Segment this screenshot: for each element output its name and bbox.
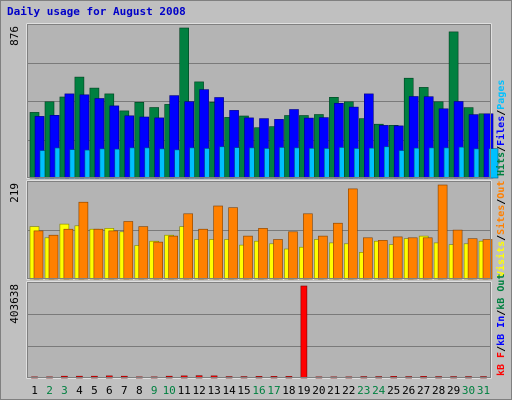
- y-max-label: 876: [8, 26, 21, 46]
- legend-separator: /: [496, 235, 507, 241]
- x-tick-label: 28: [432, 384, 445, 397]
- x-tick-label: 23: [357, 384, 370, 397]
- x-tick-label: 16: [252, 384, 265, 397]
- legend-separator: /: [496, 146, 507, 152]
- x-tick-label: 21: [327, 384, 340, 397]
- x-tick-label: 8: [136, 384, 143, 397]
- x-tick-label: 24: [372, 384, 386, 397]
- bar-sites-day-1: [33, 230, 44, 280]
- bar-sites-day-3: [63, 228, 74, 280]
- side-legend-sites: Visits/Sites/Out: [495, 181, 507, 277]
- legend-kb-in: kB In: [496, 316, 507, 346]
- bar-sites-day-6: [108, 230, 119, 280]
- x-tick-label: 15: [237, 384, 250, 397]
- side-legend-traffic: kB F/kB In/kB Out: [496, 274, 507, 376]
- x-tick-label: 2: [46, 384, 53, 397]
- legend-kb-out: kB Out: [496, 274, 507, 310]
- x-tick-label: 18: [282, 384, 295, 397]
- x-tick-label: 12: [192, 384, 205, 397]
- x-tick-label: 13: [207, 384, 220, 397]
- legend-hits: Hits: [495, 152, 507, 176]
- legend-kb-f: kB F: [496, 352, 507, 376]
- panel-border: [27, 181, 491, 279]
- x-tick-label: 5: [91, 384, 98, 397]
- bar-sites-day-20: [318, 235, 328, 280]
- bar-sites-day-5: [93, 228, 104, 280]
- panel-border: [27, 282, 491, 378]
- legend-separator: /: [496, 310, 507, 316]
- bar-sites-day-14: [228, 207, 238, 280]
- x-tick-label: 3: [61, 384, 68, 397]
- legend-separator: /: [496, 346, 507, 352]
- bar-sites-day-12: [198, 228, 208, 280]
- panel-background: [26, 281, 492, 379]
- bar-sites-day-26: [407, 237, 418, 280]
- bar-kb-f-day-19: [300, 285, 308, 379]
- bar-sites-day-17: [273, 239, 283, 280]
- bar-sites-day-24: [377, 240, 388, 280]
- side-legend-requests: Hits/Files/Pages: [495, 80, 507, 176]
- x-tick-label: 9: [151, 384, 158, 397]
- y-max-label: 403638: [8, 284, 21, 324]
- bar-sites-day-16: [258, 228, 268, 280]
- x-tick-label: 22: [342, 384, 355, 397]
- bar-sites-day-15: [243, 235, 253, 280]
- legend-pages: Pages: [496, 80, 507, 110]
- x-tick-label: 31: [477, 384, 490, 397]
- legend-files: Files: [495, 116, 507, 146]
- x-tick-label: 19: [297, 384, 310, 397]
- bar-sites-day-28: [437, 184, 448, 280]
- x-tick-label: 17: [267, 384, 280, 397]
- bar-sites-day-27: [422, 237, 433, 280]
- panel-border: [27, 24, 491, 178]
- bar-sites-day-8: [138, 226, 149, 280]
- bar-sites-day-9: [153, 241, 163, 280]
- legend-sites: Sites: [495, 205, 507, 235]
- legend-separator: /: [496, 110, 507, 116]
- bar-sites-day-19: [303, 213, 313, 280]
- legend-out: Out: [496, 181, 507, 199]
- bar-sites-day-13: [213, 205, 223, 280]
- bar-sites-day-10: [168, 235, 178, 280]
- chart-title: Daily usage for August 2008: [7, 5, 186, 18]
- bar-sites-day-25: [392, 236, 403, 280]
- legend-separator: /: [496, 199, 507, 205]
- bar-sites-day-29: [452, 229, 463, 280]
- x-tick-label: 11: [178, 384, 191, 397]
- x-tick-label: 30: [462, 384, 475, 397]
- x-tick-label: 14: [222, 384, 236, 397]
- bar-sites-day-18: [288, 231, 298, 280]
- legend-visits: Visits: [495, 241, 507, 277]
- x-tick-label: 6: [106, 384, 113, 397]
- bar-sites-day-30: [467, 238, 478, 280]
- bar-sites-day-22: [347, 188, 358, 280]
- x-tick-label: 4: [76, 384, 83, 397]
- bar-sites-day-23: [362, 237, 373, 280]
- y-max-label: 219: [8, 183, 21, 203]
- bar-sites-day-4: [78, 201, 89, 280]
- x-tick-label: 26: [402, 384, 415, 397]
- x-tick-label: 27: [417, 384, 430, 397]
- bar-sites-day-11: [183, 213, 193, 280]
- x-tick-label: 1: [31, 384, 38, 397]
- x-tick-label: 29: [447, 384, 460, 397]
- x-tick-label: 7: [121, 384, 128, 397]
- x-tick-label: 10: [163, 384, 176, 397]
- bar-sites-day-7: [123, 221, 134, 280]
- x-tick-label: 25: [387, 384, 400, 397]
- bar-sites-day-21: [333, 222, 343, 280]
- bar-sites-day-2: [48, 234, 59, 280]
- x-tick-label: 20: [312, 384, 325, 397]
- bar-pages-day-31: [488, 148, 499, 179]
